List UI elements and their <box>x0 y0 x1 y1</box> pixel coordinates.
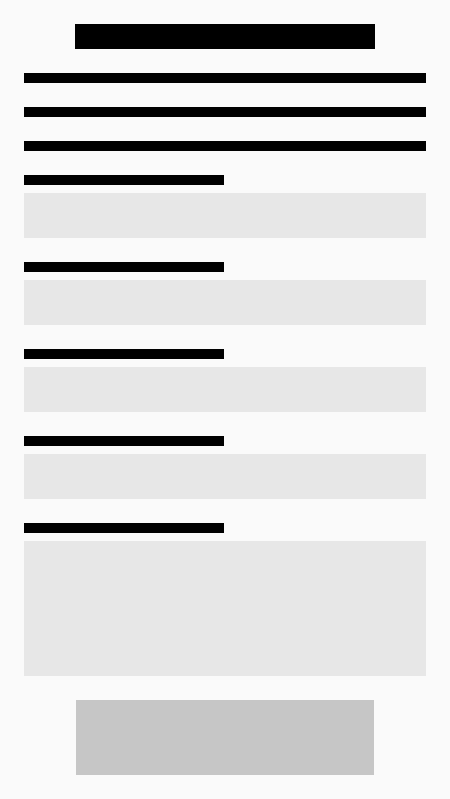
text-input-3[interactable] <box>24 367 426 412</box>
field-label-4 <box>24 436 224 446</box>
field-label-1 <box>24 175 224 185</box>
field-label-3 <box>24 349 224 359</box>
text-input-1[interactable] <box>24 193 426 238</box>
intro-text-line-3 <box>24 141 426 151</box>
intro-text-line-1 <box>24 73 426 83</box>
field-label-5 <box>24 523 224 533</box>
text-input-2[interactable] <box>24 280 426 325</box>
field-label-2 <box>24 262 224 272</box>
message-textarea[interactable] <box>24 541 426 676</box>
submit-button[interactable] <box>76 700 374 775</box>
text-input-4[interactable] <box>24 454 426 499</box>
page-title <box>75 24 375 49</box>
intro-text-line-2 <box>24 107 426 117</box>
